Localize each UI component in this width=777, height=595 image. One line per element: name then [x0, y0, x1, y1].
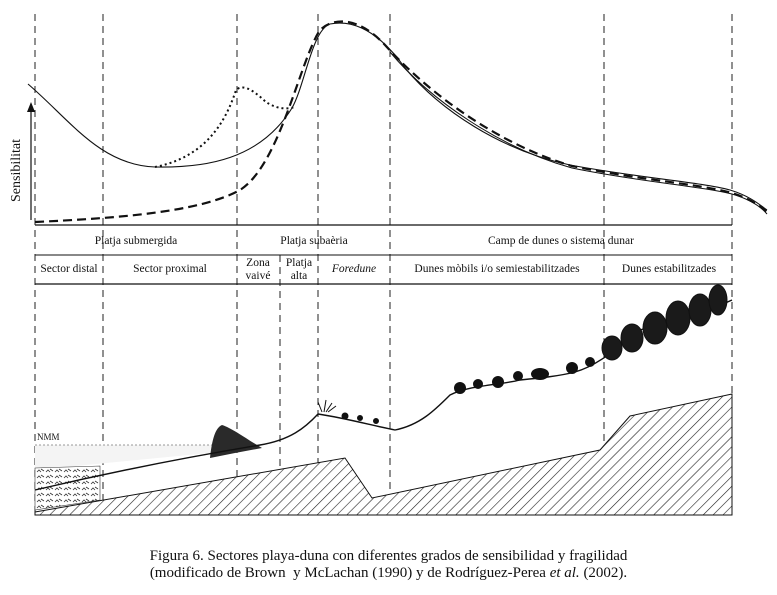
zone-camp-dunes: Camp de dunes o sistema dunar [488, 235, 634, 247]
sector-platja-alta: Platja [286, 257, 312, 269]
sector-dunes-estabilitzades: Dunes estabilitzades [622, 263, 717, 275]
sector-foredune: Foredune [331, 263, 376, 275]
sea-water [35, 445, 260, 470]
y-axis-arrow-icon [27, 102, 35, 112]
sensitivity-diagram: Sensibilitat Platja submergida Platja su… [9, 14, 771, 516]
sector-dunes-mobils: Dunes mòbils i/o semiestabilitzades [414, 263, 580, 275]
caption-line-2: (modificado de Brown y McLachan (1990) y… [149, 565, 628, 581]
seabed-sediment [34, 465, 101, 511]
sea-level-label: NMM [37, 432, 60, 442]
profile: NMM [34, 284, 733, 516]
zone-table: Platja submergida Platja subaèria Camp d… [35, 224, 732, 285]
zone-platja-submergida: Platja submergida [95, 235, 178, 247]
foredune-vegetation [317, 399, 379, 424]
sector-zona-vaive: Zona [246, 257, 270, 269]
sector-zona-vaive-line2: vaivé [246, 270, 271, 282]
sensitivity-curves [27, 20, 771, 224]
sector-distal: Sector distal [40, 263, 97, 275]
zone-platja-subaeria: Platja subaèria [280, 235, 347, 247]
sector-platja-alta-line2: alta [291, 270, 308, 282]
y-axis: Sensibilitat [9, 102, 35, 220]
beach-rock [210, 425, 262, 458]
caption-et-al: et al. [549, 565, 580, 581]
curve-dashed [34, 20, 771, 224]
stabilized-forest [601, 284, 728, 361]
figure-caption: Figura 6. Sectores playa-duna con difere… [0, 548, 777, 582]
sector-proximal: Sector proximal [133, 263, 207, 275]
caption-line-1: Figura 6. Sectores playa-duna con difere… [149, 548, 628, 564]
curve-solid-offset [389, 51, 768, 215]
dune-shrubs [454, 357, 595, 394]
bedrock [34, 393, 733, 516]
y-axis-label: Sensibilitat [9, 139, 24, 202]
curve-dotted [154, 86, 296, 168]
